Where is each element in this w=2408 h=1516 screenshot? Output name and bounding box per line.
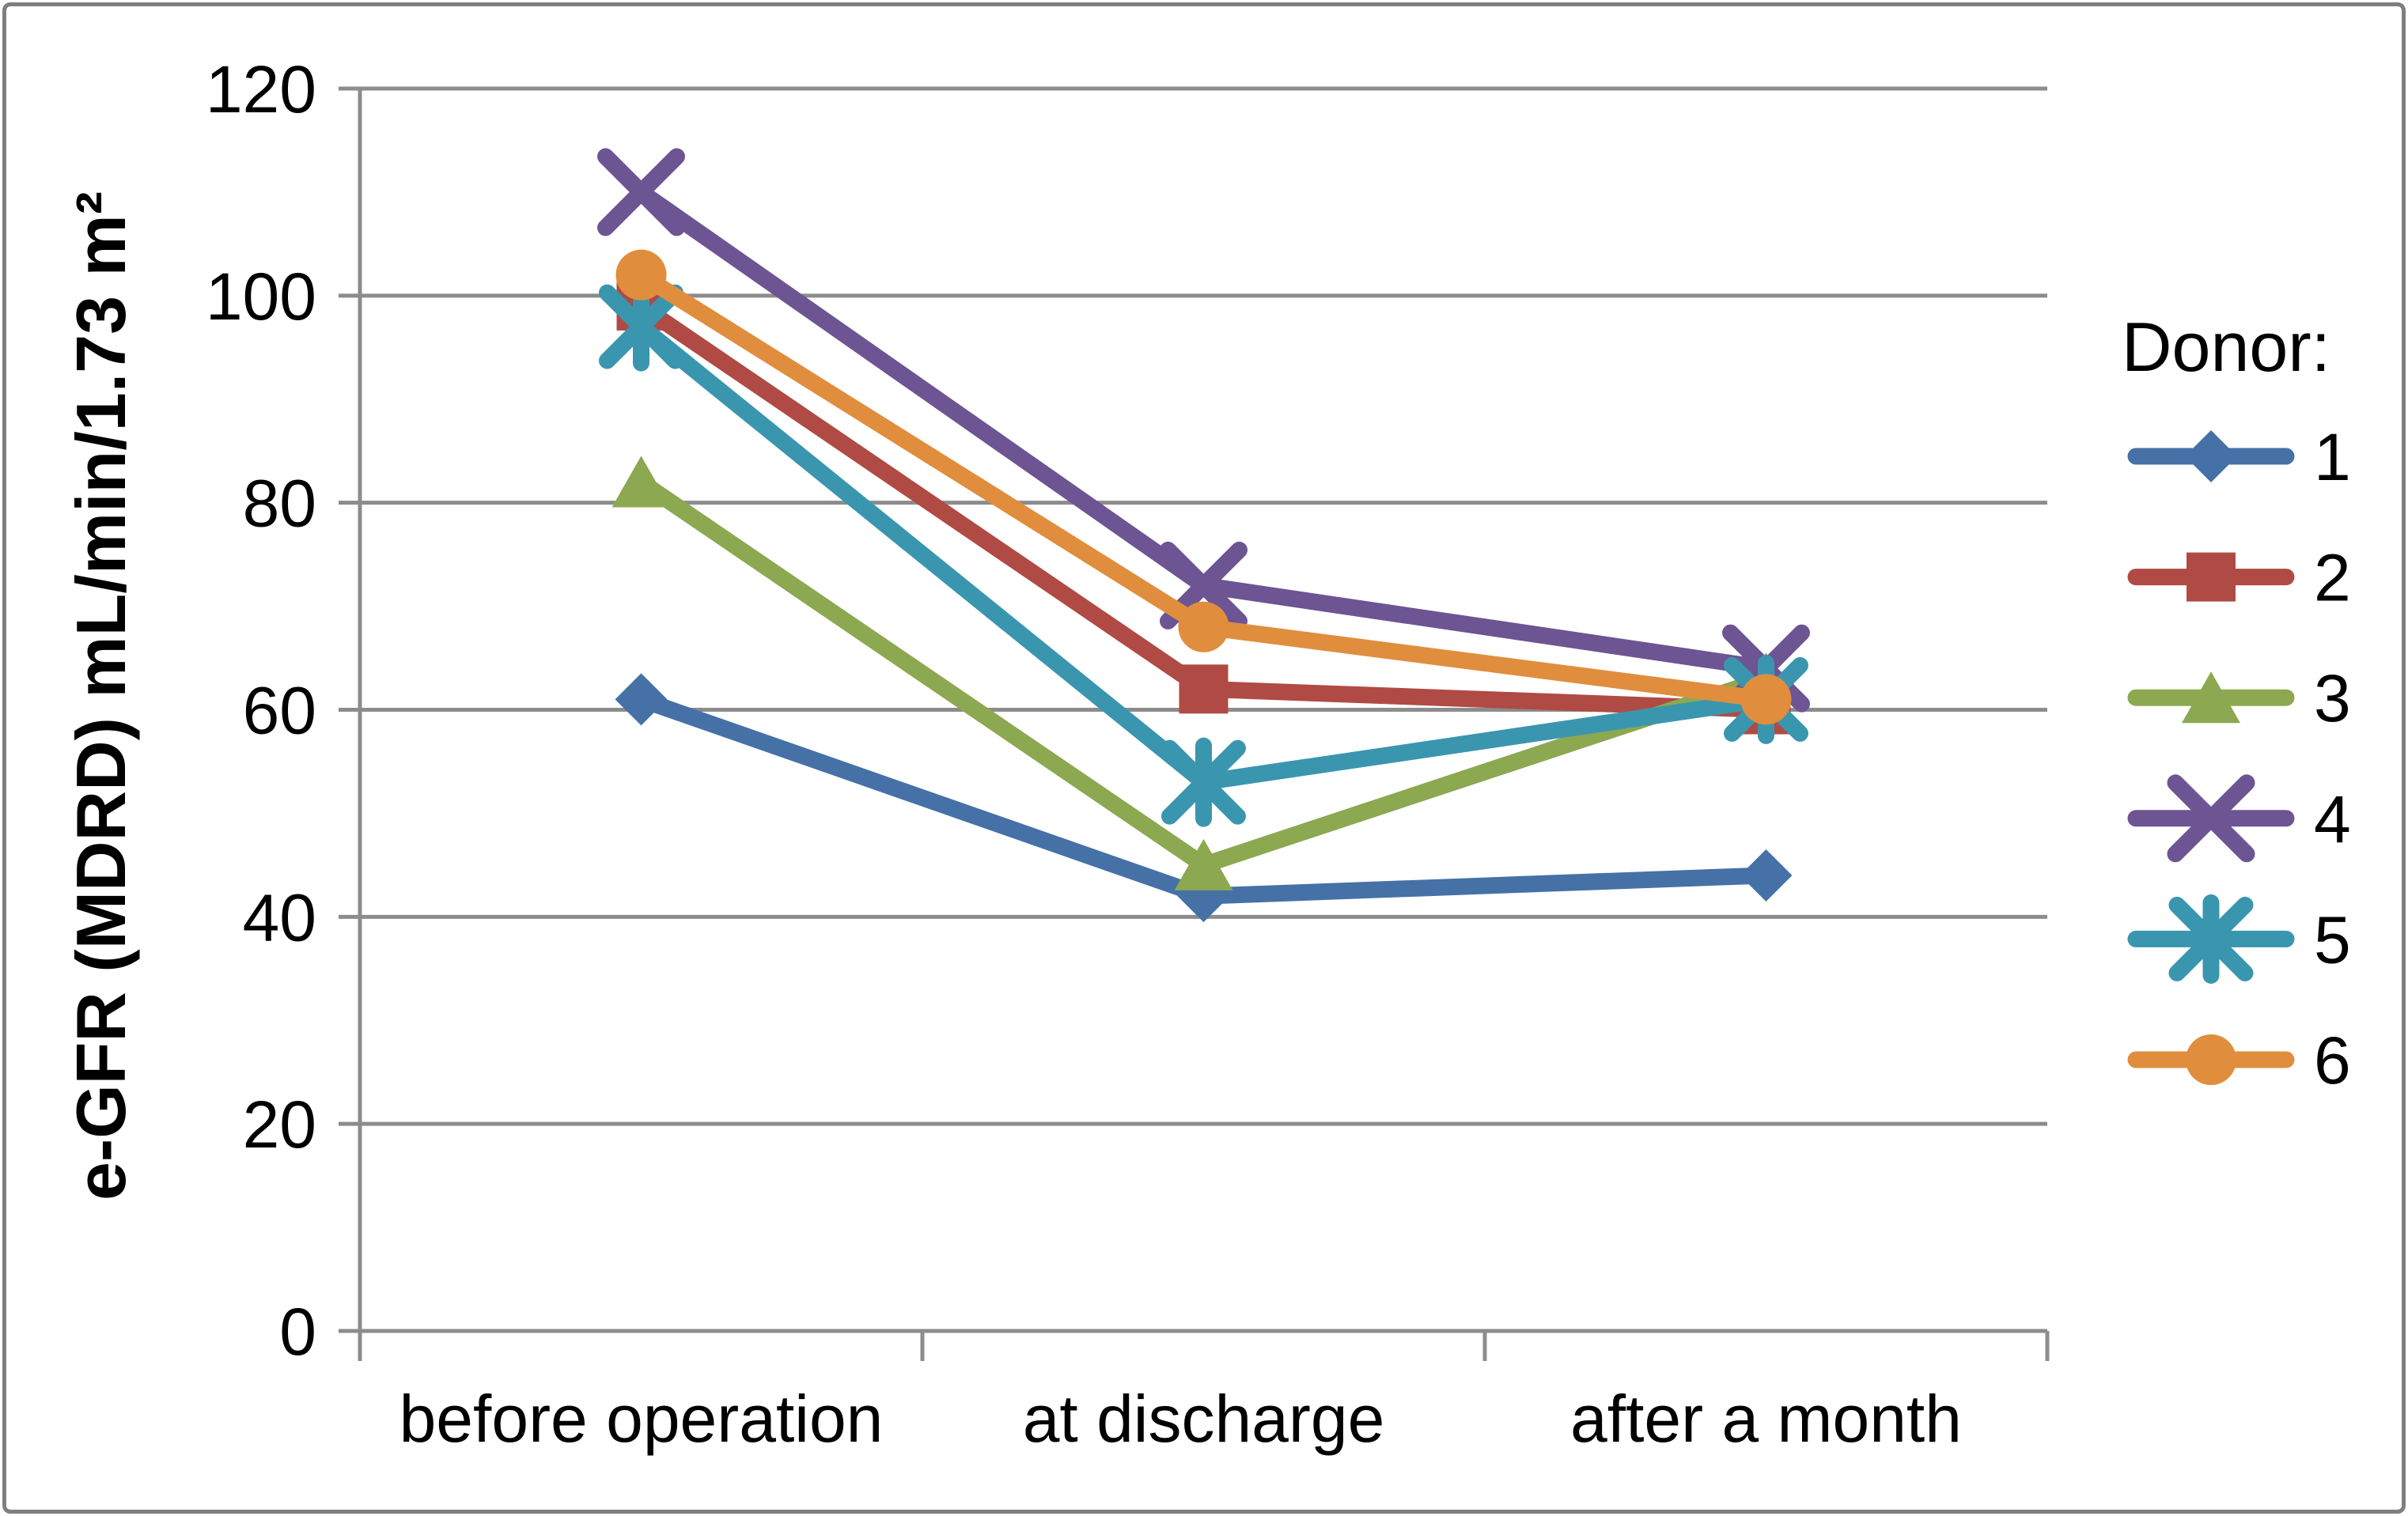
series-donor-4-marker-x — [597, 148, 685, 236]
legend-donor-1-marker-diamond — [2185, 430, 2237, 482]
legend-donor-6-marker-circle — [2186, 1034, 2236, 1085]
series-donor-6-marker-circle — [615, 249, 667, 301]
series-donor-5-marker-asterisk — [599, 284, 683, 369]
series-donor-3-marker-triangle — [1174, 838, 1233, 890]
y-tick-label: 20 — [243, 1087, 316, 1162]
y-axis-title: e-GFR (MDRD) mL/min/1.73 m² — [62, 191, 140, 1201]
series-donor-6-marker-circle — [1178, 601, 1229, 652]
legend-label-donor-4: 4 — [2314, 782, 2351, 856]
series-line-donor-5 — [633, 318, 1774, 791]
series-donor-2-marker-square — [1179, 664, 1229, 714]
x-category-label: before operation — [399, 1382, 884, 1456]
y-tick-label: 120 — [206, 52, 316, 127]
y-tick-label: 80 — [243, 467, 316, 541]
series-donor-1-marker-diamond — [1740, 849, 1793, 902]
series-donor-1-marker-diamond — [615, 673, 668, 726]
legend-title: Donor: — [2122, 308, 2331, 386]
series-donor-3-marker-triangle — [611, 456, 671, 508]
legend-donor-4-marker-x — [2167, 774, 2255, 863]
legend-donor-3-marker-triangle — [2182, 671, 2240, 724]
y-tick-label: 60 — [243, 674, 316, 748]
series-donor-5-marker-asterisk — [1161, 739, 1246, 825]
legend-donor-5-marker-asterisk — [2168, 896, 2254, 981]
series-donor-6-marker-circle — [1740, 674, 1792, 725]
y-tick-label: 0 — [279, 1295, 316, 1369]
legend-label-donor-2: 2 — [2314, 541, 2351, 615]
y-tick-label: 40 — [243, 880, 316, 955]
legend-label-donor-5: 5 — [2314, 902, 2351, 977]
legend-label-donor-3: 3 — [2314, 661, 2351, 735]
x-category-label: after a month — [1570, 1382, 1962, 1456]
legend-label-donor-1: 1 — [2314, 420, 2351, 494]
x-category-label: at discharge — [1023, 1382, 1385, 1456]
legend-label-donor-6: 6 — [2314, 1023, 2351, 1098]
y-tick-label: 100 — [206, 259, 316, 334]
legend-donor-2-marker-square — [2187, 552, 2236, 602]
